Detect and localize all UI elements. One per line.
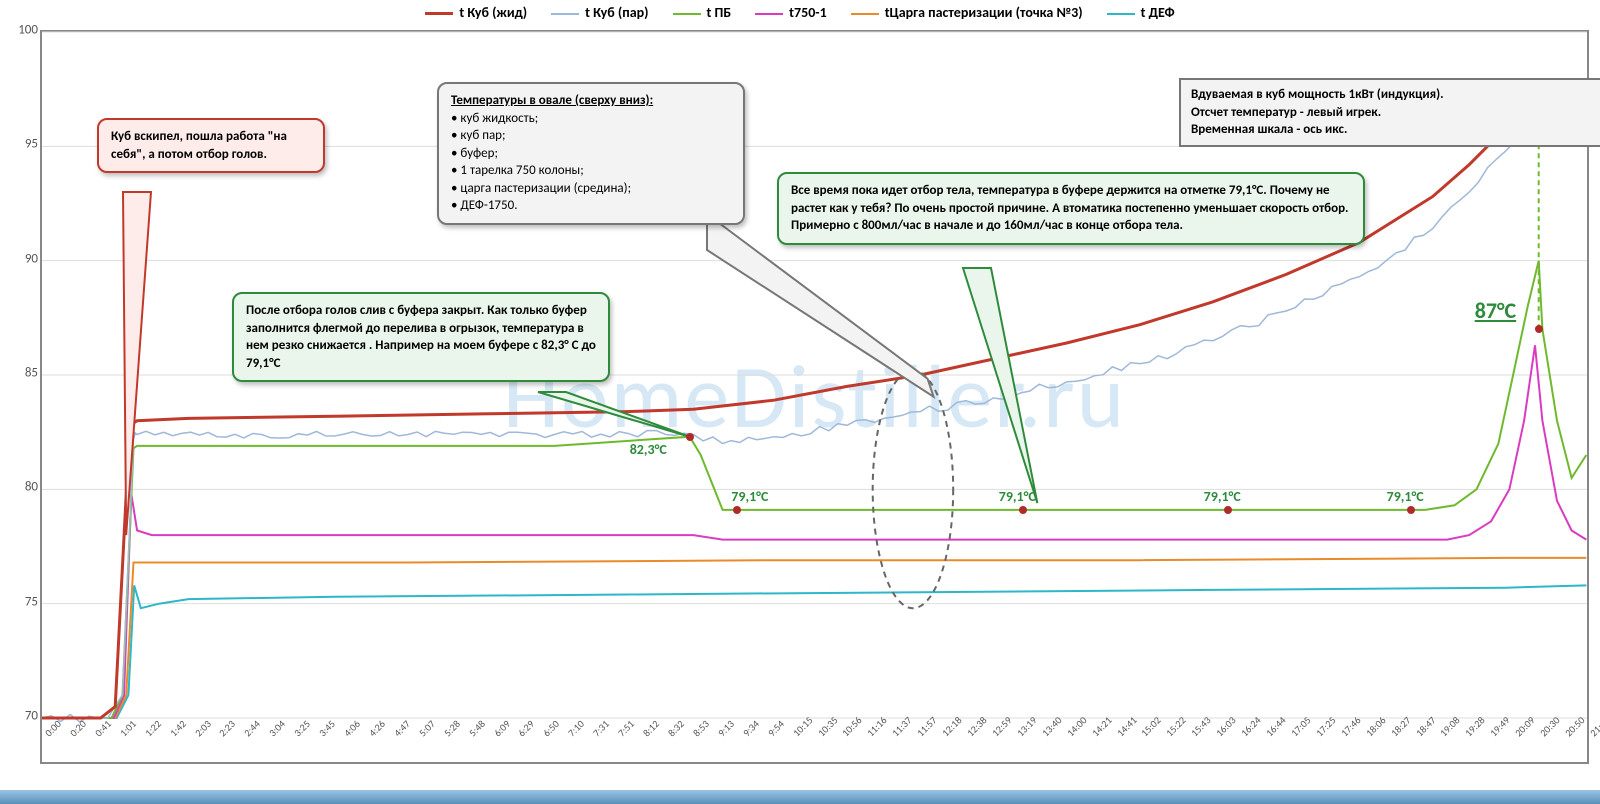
data-marker bbox=[733, 506, 741, 514]
y-tick: 95 bbox=[25, 137, 38, 152]
data-marker bbox=[1224, 506, 1232, 514]
marker-label: 79,1°C bbox=[999, 488, 1036, 505]
y-tick: 90 bbox=[25, 251, 38, 266]
marker-label: 82,3°C bbox=[630, 441, 667, 458]
marker-87c-label: 87°C bbox=[1475, 297, 1516, 324]
marker-label: 79,1°C bbox=[1204, 488, 1241, 505]
marker-label: 79,1°C bbox=[731, 488, 768, 505]
legend-item: t ПБ bbox=[673, 4, 732, 21]
chart-legend: t Куб (жид) t Куб (пар) t ПБ t750-1 tЦарга п… bbox=[0, 4, 1600, 21]
data-marker bbox=[1019, 506, 1027, 514]
legend-item: t750-1 bbox=[755, 4, 827, 21]
y-tick: 100 bbox=[18, 23, 38, 38]
chart-plot-area: HomeDistiller.ru Куб вскипел, пошла рабо… bbox=[40, 30, 1589, 764]
bottom-bar bbox=[0, 790, 1600, 804]
y-tick: 70 bbox=[25, 709, 38, 724]
series-line bbox=[42, 585, 1586, 718]
legend-item: t Куб (пар) bbox=[551, 4, 648, 21]
series-line bbox=[42, 558, 1586, 718]
legend-item: t ДЕФ bbox=[1107, 4, 1175, 21]
data-marker bbox=[686, 433, 694, 441]
y-tick: 80 bbox=[25, 480, 38, 495]
legend-item: tЦарга пастеризации (точка №3) bbox=[851, 4, 1083, 21]
series-line bbox=[42, 345, 1586, 718]
callout-buffer-expl: Все время пока идет отбор тела, температ… bbox=[777, 172, 1365, 245]
callout-buffer-drop: После отбора голов слив с буфера закрыт.… bbox=[232, 292, 610, 382]
y-tick: 85 bbox=[25, 366, 38, 381]
legend-item: t Куб (жид) bbox=[425, 4, 527, 21]
marker-label: 79,1°C bbox=[1387, 488, 1424, 505]
x-tick: 21:11 bbox=[1587, 714, 1600, 739]
info-power-box: Вдуваемая в куб мощность 1кВт (индукция)… bbox=[1179, 78, 1600, 147]
data-marker bbox=[1407, 506, 1415, 514]
y-tick: 75 bbox=[25, 594, 38, 609]
callout-boil-start: Куб вскипел, пошла работа "на себя", а п… bbox=[97, 118, 325, 173]
callout-oval-legend: Температуры в овале (сверху вниз):• куб … bbox=[437, 82, 745, 225]
